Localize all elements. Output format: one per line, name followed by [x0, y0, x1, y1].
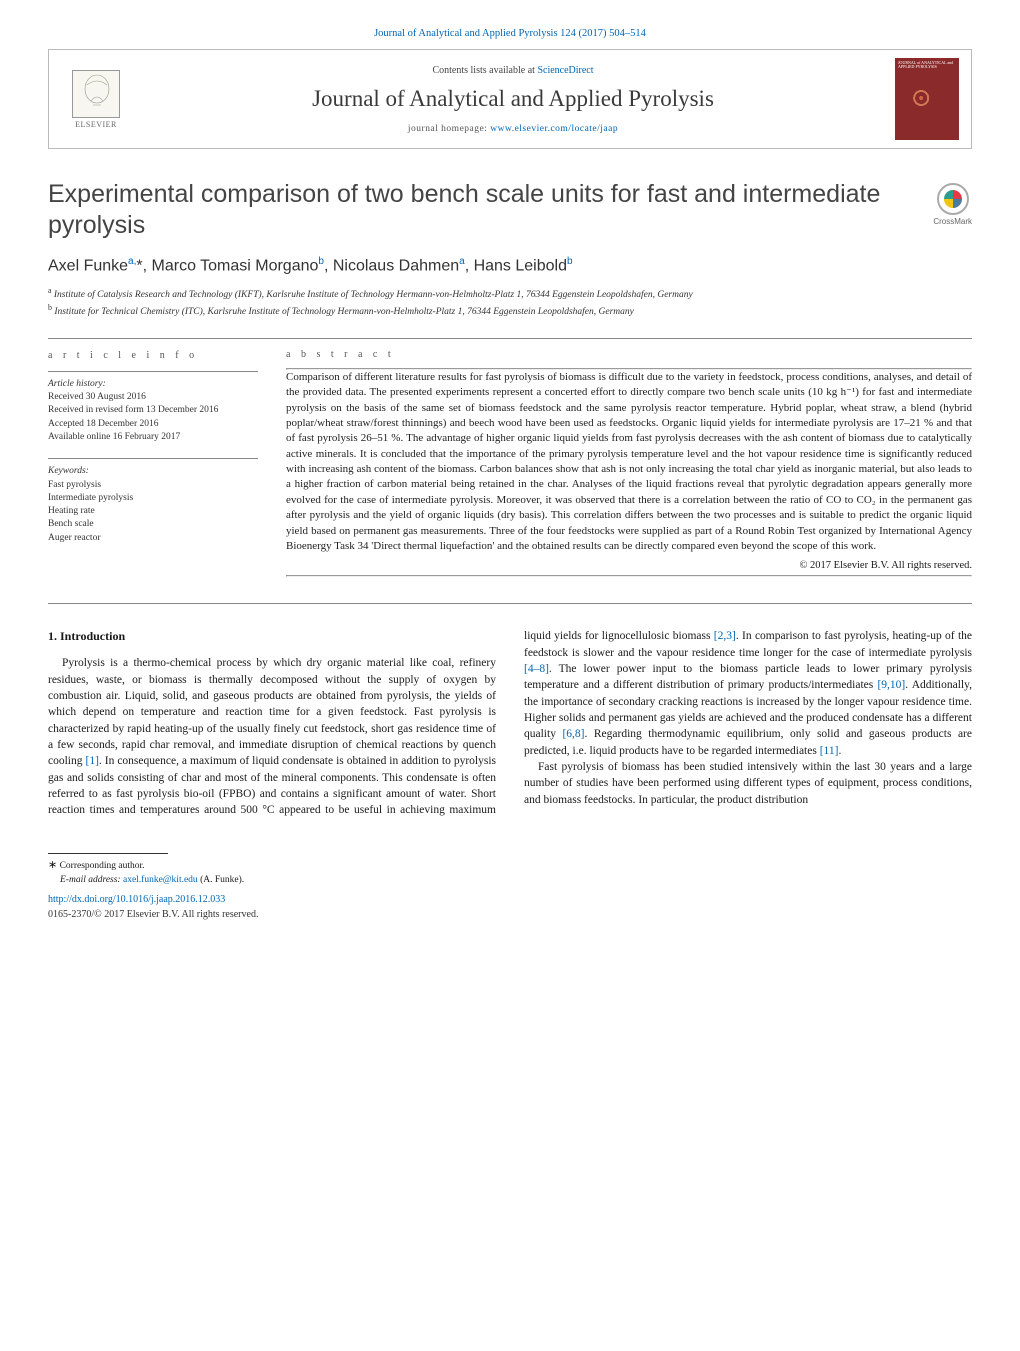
- paragraph: Fast pyrolysis of biomass has been studi…: [524, 759, 972, 808]
- keyword-item: Bench scale: [48, 518, 258, 531]
- contents-available: Contents lists available at ScienceDirec…: [143, 65, 883, 76]
- journal-name: Journal of Analytical and Applied Pyroly…: [143, 86, 883, 112]
- publisher-name: ELSEVIER: [75, 120, 117, 129]
- history-revised: Received in revised form 13 December 201…: [48, 404, 258, 417]
- divider: [48, 853, 168, 854]
- page-footer: ∗ Corresponding author. E-mail address: …: [48, 853, 972, 923]
- section-heading-intro: 1. Introduction: [48, 628, 496, 645]
- homepage-link[interactable]: www.elsevier.com/locate/jaap: [490, 124, 618, 134]
- divider: [48, 371, 258, 372]
- citation-link[interactable]: [6,8]: [562, 728, 584, 740]
- affiliation-a: a Institute of Catalysis Research and Te…: [48, 285, 972, 302]
- info-abstract-row: a r t i c l e i n f o Article history: R…: [48, 349, 972, 578]
- crossmark-label: CrossMark: [933, 217, 972, 226]
- keyword-item: Auger reactor: [48, 532, 258, 545]
- citation-link[interactable]: [4–8]: [524, 663, 549, 675]
- article-title: Experimental comparison of two bench sca…: [48, 179, 913, 242]
- corresponding-author: ∗ Corresponding author.: [48, 858, 972, 874]
- homepage-prefix: journal homepage:: [408, 124, 490, 134]
- history-accepted: Accepted 18 December 2016: [48, 418, 258, 431]
- crossmark-badge[interactable]: CrossMark: [933, 183, 972, 226]
- author-list: Axel Funkea,*, Marco Tomasi Morganob, Ni…: [48, 256, 972, 275]
- elsevier-logo: ELSEVIER: [61, 70, 131, 129]
- journal-cover-thumb: JOURNAL of ANALYTICAL and APPLIED PYROLY…: [895, 58, 959, 140]
- keywords-list: Fast pyrolysisIntermediate pyrolysisHeat…: [48, 479, 258, 545]
- running-head: Journal of Analytical and Applied Pyroly…: [48, 28, 972, 39]
- divider: [48, 338, 972, 339]
- citation-link[interactable]: [1]: [85, 755, 98, 767]
- elsevier-tree-icon: [72, 70, 120, 118]
- doi-link[interactable]: http://dx.doi.org/10.1016/j.jaap.2016.12…: [48, 893, 972, 908]
- keywords-label: Keywords:: [48, 465, 258, 478]
- title-row: Experimental comparison of two bench sca…: [48, 179, 972, 242]
- article-info-column: a r t i c l e i n f o Article history: R…: [48, 349, 258, 578]
- contents-prefix: Contents lists available at: [432, 65, 537, 76]
- article-info-label: a r t i c l e i n f o: [48, 349, 258, 363]
- keyword-item: Fast pyrolysis: [48, 479, 258, 492]
- abstract-copyright: © 2017 Elsevier B.V. All rights reserved…: [286, 560, 972, 571]
- keyword-item: Intermediate pyrolysis: [48, 492, 258, 505]
- body-text: 1. Introduction Pyrolysis is a thermo-ch…: [48, 628, 972, 818]
- journal-header: ELSEVIER Contents lists available at Sci…: [48, 49, 972, 149]
- email-link[interactable]: axel.funke@kit.edu: [123, 875, 198, 885]
- cover-label: JOURNAL of ANALYTICAL and APPLIED PYROLY…: [898, 61, 956, 70]
- abstract-label: a b s t r a c t: [286, 349, 972, 360]
- abstract-text: Comparison of different literature resul…: [286, 370, 972, 555]
- citation-link[interactable]: [11]: [820, 745, 839, 757]
- keyword-item: Heating rate: [48, 505, 258, 518]
- crossmark-icon: [937, 183, 969, 215]
- citation-link[interactable]: [9,10]: [877, 679, 905, 691]
- sciencedirect-link[interactable]: ScienceDirect: [537, 65, 593, 76]
- divider: [48, 458, 258, 459]
- affiliation-b: b Institute for Technical Chemistry (ITC…: [48, 302, 972, 319]
- history-online: Available online 16 February 2017: [48, 431, 258, 444]
- divider: [286, 575, 972, 577]
- history-label: Article history:: [48, 378, 258, 391]
- abstract-column: a b s t r a c t Comparison of different …: [286, 349, 972, 578]
- history-received: Received 30 August 2016: [48, 391, 258, 404]
- journal-homepage: journal homepage: www.elsevier.com/locat…: [143, 124, 883, 134]
- citation-link[interactable]: [2,3]: [714, 630, 736, 642]
- divider: [48, 603, 972, 604]
- issn-copyright: 0165-2370/© 2017 Elsevier B.V. All right…: [48, 908, 972, 923]
- cover-art-icon: [898, 72, 956, 137]
- corresponding-email: E-mail address: axel.funke@kit.edu (A. F…: [48, 874, 972, 888]
- affiliations: a Institute of Catalysis Research and Te…: [48, 285, 972, 320]
- header-center: Contents lists available at ScienceDirec…: [131, 65, 895, 134]
